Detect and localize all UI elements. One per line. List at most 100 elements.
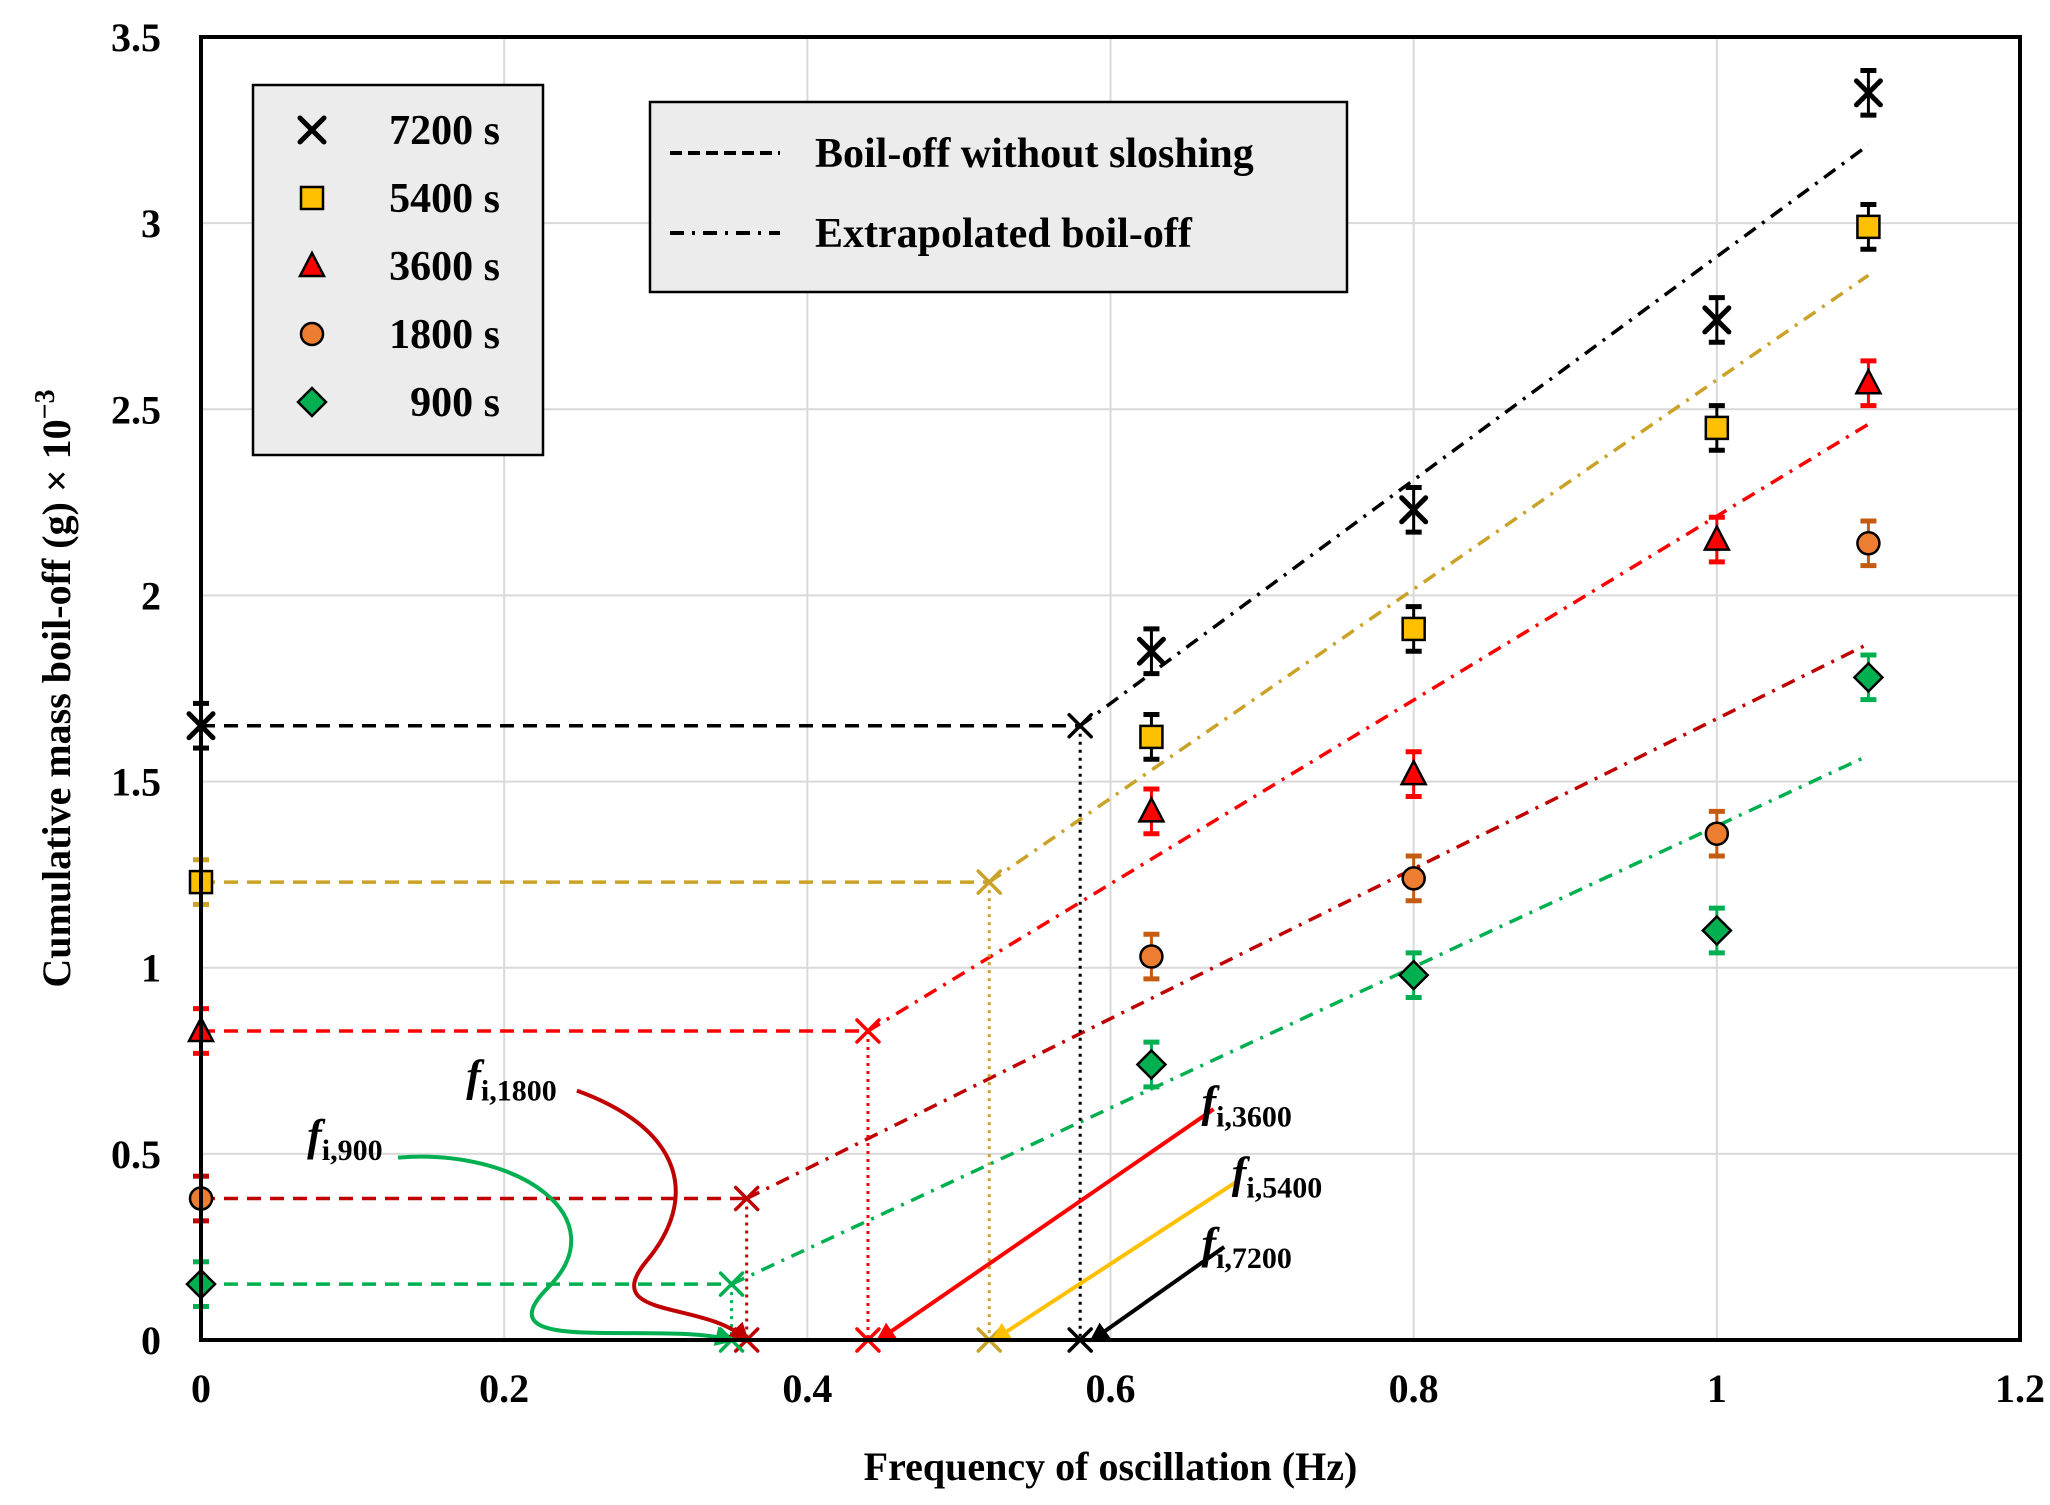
intercept-label: fi,7200 <box>1201 1219 1292 1275</box>
plot-frame <box>199 35 2022 1342</box>
x-stroke <box>1136 636 1166 666</box>
data-point <box>1136 636 1166 666</box>
legend-label: Extrapolated boil-off <box>815 211 1193 257</box>
intercept-marker <box>855 1018 881 1044</box>
data-point <box>1397 959 1430 991</box>
intercept-label: fi,900 <box>307 1111 383 1167</box>
intercept-symbol: f <box>307 1111 326 1160</box>
legend-label: 5400 s <box>389 176 500 222</box>
y-tick-label: 0 <box>141 1318 161 1363</box>
y-tick-label: 1.5 <box>111 760 161 805</box>
intercept-subscript: i,3600 <box>1216 1101 1292 1134</box>
intercept-marker <box>976 869 1002 895</box>
tick-labels: 0 0.2 0.4 0.6 0.8 1 1.2 0 0.5 1 1.5 2 2.5 3 3.5 <box>111 15 2045 1411</box>
extrapolated-line <box>745 642 1870 1201</box>
data-point <box>1401 616 1426 642</box>
y-axis-title-exponent: −3 <box>30 389 61 419</box>
data-point <box>1704 415 1730 441</box>
extrapolated-line <box>867 422 1870 1033</box>
data-point <box>1139 724 1164 750</box>
legend-label: 1800 s <box>389 312 500 358</box>
x-stroke <box>1702 305 1732 335</box>
intercept-symbol: f <box>466 1052 485 1101</box>
legend-marker <box>296 386 328 418</box>
intercept-arrow <box>875 1107 1215 1343</box>
data-point <box>1704 821 1730 846</box>
intercept-label: fi,5400 <box>1232 1148 1323 1204</box>
x-tick-label: 0.6 <box>1086 1366 1136 1411</box>
legend-marker <box>297 115 327 145</box>
intercept-subscript: i,5400 <box>1246 1171 1322 1204</box>
intercept-arrow <box>576 1088 750 1343</box>
data-point <box>1702 305 1732 335</box>
intercept-symbol: f <box>1201 1219 1220 1268</box>
x-tick-label: 0.2 <box>479 1366 529 1411</box>
data-point <box>1139 944 1164 969</box>
data-point <box>1702 523 1731 551</box>
y-tick-label: 1 <box>141 946 161 991</box>
x-stroke <box>1853 78 1883 108</box>
data-point <box>1854 367 1883 395</box>
extrapolated-line <box>1079 143 1870 728</box>
intercept-label: fi,1800 <box>466 1052 557 1108</box>
legend-label: Boil-off without sloshing <box>815 131 1254 177</box>
x-stroke <box>733 1185 760 1212</box>
intercept-subscript: i,900 <box>322 1134 383 1167</box>
y-tick-label: 3.5 <box>111 15 161 60</box>
intercept-label: fi,3600 <box>1201 1078 1292 1134</box>
x-tick-label: 1.2 <box>1995 1366 2045 1411</box>
data-point <box>1856 214 1881 240</box>
intercept-arrow <box>990 1178 1241 1343</box>
x-stroke <box>1399 495 1429 525</box>
line-style-legend: Boil-off without sloshing Extrapolated bo… <box>648 100 1349 294</box>
intercept-marker <box>1067 712 1093 739</box>
legend-box <box>251 83 545 457</box>
data-point <box>1399 495 1429 525</box>
legend-box <box>648 100 1349 294</box>
y-tick-label: 3 <box>141 201 161 246</box>
y-tick-label: 2.5 <box>111 387 161 432</box>
x-stroke <box>976 869 1002 895</box>
data-point <box>1701 914 1733 947</box>
no-sloshing-guides <box>201 712 1093 1353</box>
x-tick-label: 1 <box>1707 1366 1727 1411</box>
y-tick-label: 0.5 <box>111 1132 161 1177</box>
legend-label: 3600 s <box>389 244 500 290</box>
extrapolated-boil-off-lines <box>730 143 1870 1286</box>
intercept-arrow <box>397 1154 736 1346</box>
extrapolated-line <box>730 753 1870 1286</box>
x-tick-label: 0 <box>191 1366 211 1411</box>
data-point <box>1856 531 1881 556</box>
legend-marker <box>297 250 327 278</box>
y-axis-title: Cumulative mass boil-off (g) × 10−3 <box>30 389 79 987</box>
data-point <box>1853 78 1883 108</box>
y-axis-title-base: Cumulative mass boil-off (g) × 10 <box>34 419 79 987</box>
y-tick-label: 2 <box>141 573 161 618</box>
legend-label: 900 s <box>410 380 500 426</box>
intercept-marker <box>718 1271 745 1297</box>
marker-legend: 7200 s 5400 s 3600 s 1800 s 900 s <box>251 83 545 457</box>
extrapolated-line <box>988 273 1870 884</box>
intercept-arrows <box>397 1088 1241 1346</box>
data-point <box>1401 866 1426 891</box>
data-point <box>1852 661 1885 694</box>
legend-marker <box>299 321 325 347</box>
intercept-subscript: i,1800 <box>481 1075 557 1108</box>
data-point <box>1135 1048 1168 1081</box>
data-point <box>1399 758 1428 786</box>
intercept-symbol: f <box>1201 1078 1220 1127</box>
x-stroke <box>718 1271 745 1297</box>
x-stroke <box>1067 712 1093 739</box>
intercept-symbol: f <box>1232 1148 1251 1197</box>
data-point <box>1137 795 1166 823</box>
legend-label: 7200 s <box>389 108 500 154</box>
x-tick-label: 0.4 <box>782 1366 832 1411</box>
axis-titles: Frequency of oscillation (Hz) Cumulative… <box>30 389 1357 1489</box>
intercept-arrow <box>1089 1245 1226 1343</box>
intercept-marker <box>733 1185 760 1212</box>
x-tick-label: 0.8 <box>1389 1366 1439 1411</box>
x-stroke <box>297 115 327 145</box>
x-stroke <box>855 1018 881 1044</box>
